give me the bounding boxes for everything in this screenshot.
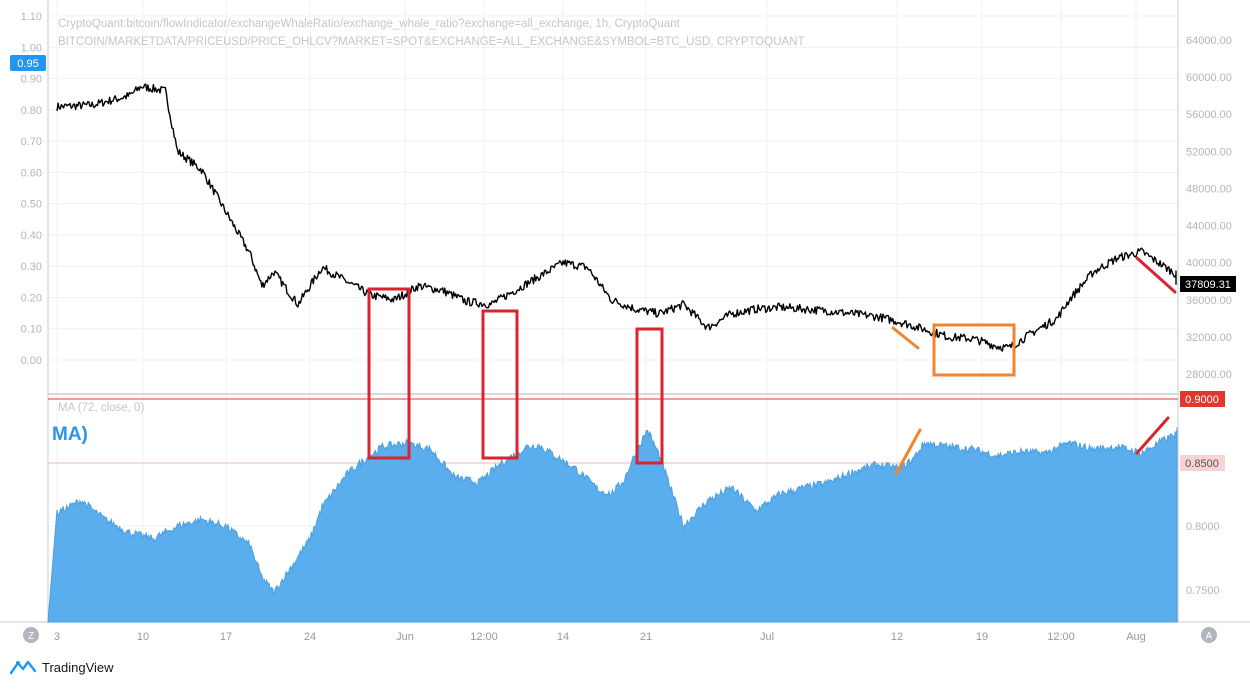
timezone-button-label: Z (28, 631, 34, 642)
annotations (367, 256, 1177, 476)
auto-scale-button-label: A (1206, 631, 1213, 642)
indicator-label: MA (72, close, 0) (58, 402, 144, 414)
level-badge-0.85: 0.8500 (1180, 455, 1225, 471)
x-axis-tick-label: Aug (1126, 631, 1146, 643)
right-axis-tick-label: 0.7500 (1186, 585, 1220, 597)
right-axis-ticks-upper: 64000.00 60000.00 56000.00 52000.00 48000.00… (1186, 35, 1232, 381)
tradingview-label: TradingView (42, 659, 114, 675)
red-box-annotation-2 (481, 309, 519, 460)
x-axis-tick-label: 12 (891, 631, 903, 643)
red-box-annotation-1 (367, 287, 411, 460)
left-value-badge-text: 0.95 (17, 58, 38, 70)
x-axis-tick-label: 19 (976, 631, 988, 643)
level-badge-0.90-text: 0.9000 (1185, 394, 1219, 406)
x-axis-ticks: 3 10 17 24 Jun 12:00 14 21 Jul 12 19 12:00 Aug (54, 631, 1146, 643)
orange-box-annotation (932, 323, 1016, 377)
x-axis-tick-label: Jun (396, 631, 414, 643)
x-axis-tick-label: 24 (304, 631, 316, 643)
header-line-1: CryptoQuant:bitcoin/flowIndicator/exchan… (58, 18, 681, 30)
x-axis-tick-label: 12:00 (470, 631, 498, 643)
level-badge-0.90: 0.9000 (1180, 391, 1225, 407)
right-axis-tick-label: 28000.00 (1186, 369, 1232, 381)
tradingview-logo-icon (10, 660, 36, 675)
right-axis-tick-label: 56000.00 (1186, 109, 1232, 121)
btc-price-line (56, 83, 1177, 352)
right-axis-tick-label: 44000.00 (1186, 221, 1232, 233)
left-value-badge: 0.95 (10, 55, 46, 71)
x-axis-tick-label: Jul (760, 631, 774, 643)
tradingview-brand[interactable]: TradingView (10, 657, 114, 677)
right-axis-tick-label: 36000.00 (1186, 295, 1232, 307)
left-axis-tick-label: 0.90 (21, 74, 42, 86)
right-axis-tick-label: 52000.00 (1186, 146, 1232, 158)
x-axis-tick-label: 12:00 (1047, 631, 1075, 643)
x-axis-tick-label: 3 (54, 631, 60, 643)
x-axis-tick-label: 10 (137, 631, 149, 643)
right-axis-tick-label: 0.8000 (1186, 521, 1220, 533)
orange-slash-lower (894, 428, 922, 476)
left-axis-tick-label: 0.60 (21, 167, 42, 179)
x-axis-tick-label: 21 (640, 631, 652, 643)
left-axis-tick-label: 0.10 (21, 324, 42, 336)
left-axis-tick-label: 0.30 (21, 261, 42, 273)
price-badge-text: 37809.31 (1185, 279, 1231, 291)
orange-slash-upper (891, 326, 920, 350)
x-axis-tick-label: 14 (557, 631, 569, 643)
red-slash-lower (1135, 416, 1170, 455)
left-axis-tick-label: 1.00 (21, 42, 42, 54)
right-axis-tick-label: 48000.00 (1186, 183, 1232, 195)
ma-area-series (47, 427, 1178, 623)
right-axis-tick-label: 64000.00 (1186, 35, 1232, 47)
red-slash-upper (1135, 256, 1177, 294)
level-badge-0.85-text: 0.8500 (1185, 458, 1219, 470)
right-axis-tick-label: 60000.00 (1186, 72, 1232, 84)
left-axis-tick-label: 1.10 (21, 11, 42, 23)
price-badge: 37809.31 (1180, 276, 1236, 292)
left-axis-tick-label: 0.00 (21, 355, 42, 367)
ma-big-label: MA) (52, 424, 88, 445)
timezone-button[interactable]: Z (23, 627, 39, 643)
left-axis-tick-label: 0.40 (21, 230, 42, 242)
right-axis-ticks-lower: 0.8000 0.7500 (1186, 521, 1220, 597)
red-box-annotation-3 (635, 327, 664, 465)
left-axis-tick-label: 0.70 (21, 136, 42, 148)
left-axis-tick-label: 0.20 (21, 292, 42, 304)
right-axis-tick-label: 40000.00 (1186, 258, 1232, 270)
left-axis-tick-label: 0.80 (21, 105, 42, 117)
header-line-2: BITCOIN/MARKETDATA/PRICEUSD/PRICE_OHLCV?… (58, 36, 805, 48)
left-axis-ticks: 1.10 1.00 0.90 0.80 0.70 0.60 0.50 0.40 0.30 0.20… (21, 11, 42, 367)
x-axis-tick-label: 17 (220, 631, 232, 643)
left-axis-tick-label: 0.50 (21, 199, 42, 211)
auto-scale-button[interactable]: A (1201, 627, 1217, 643)
right-axis-tick-label: 32000.00 (1186, 332, 1232, 344)
